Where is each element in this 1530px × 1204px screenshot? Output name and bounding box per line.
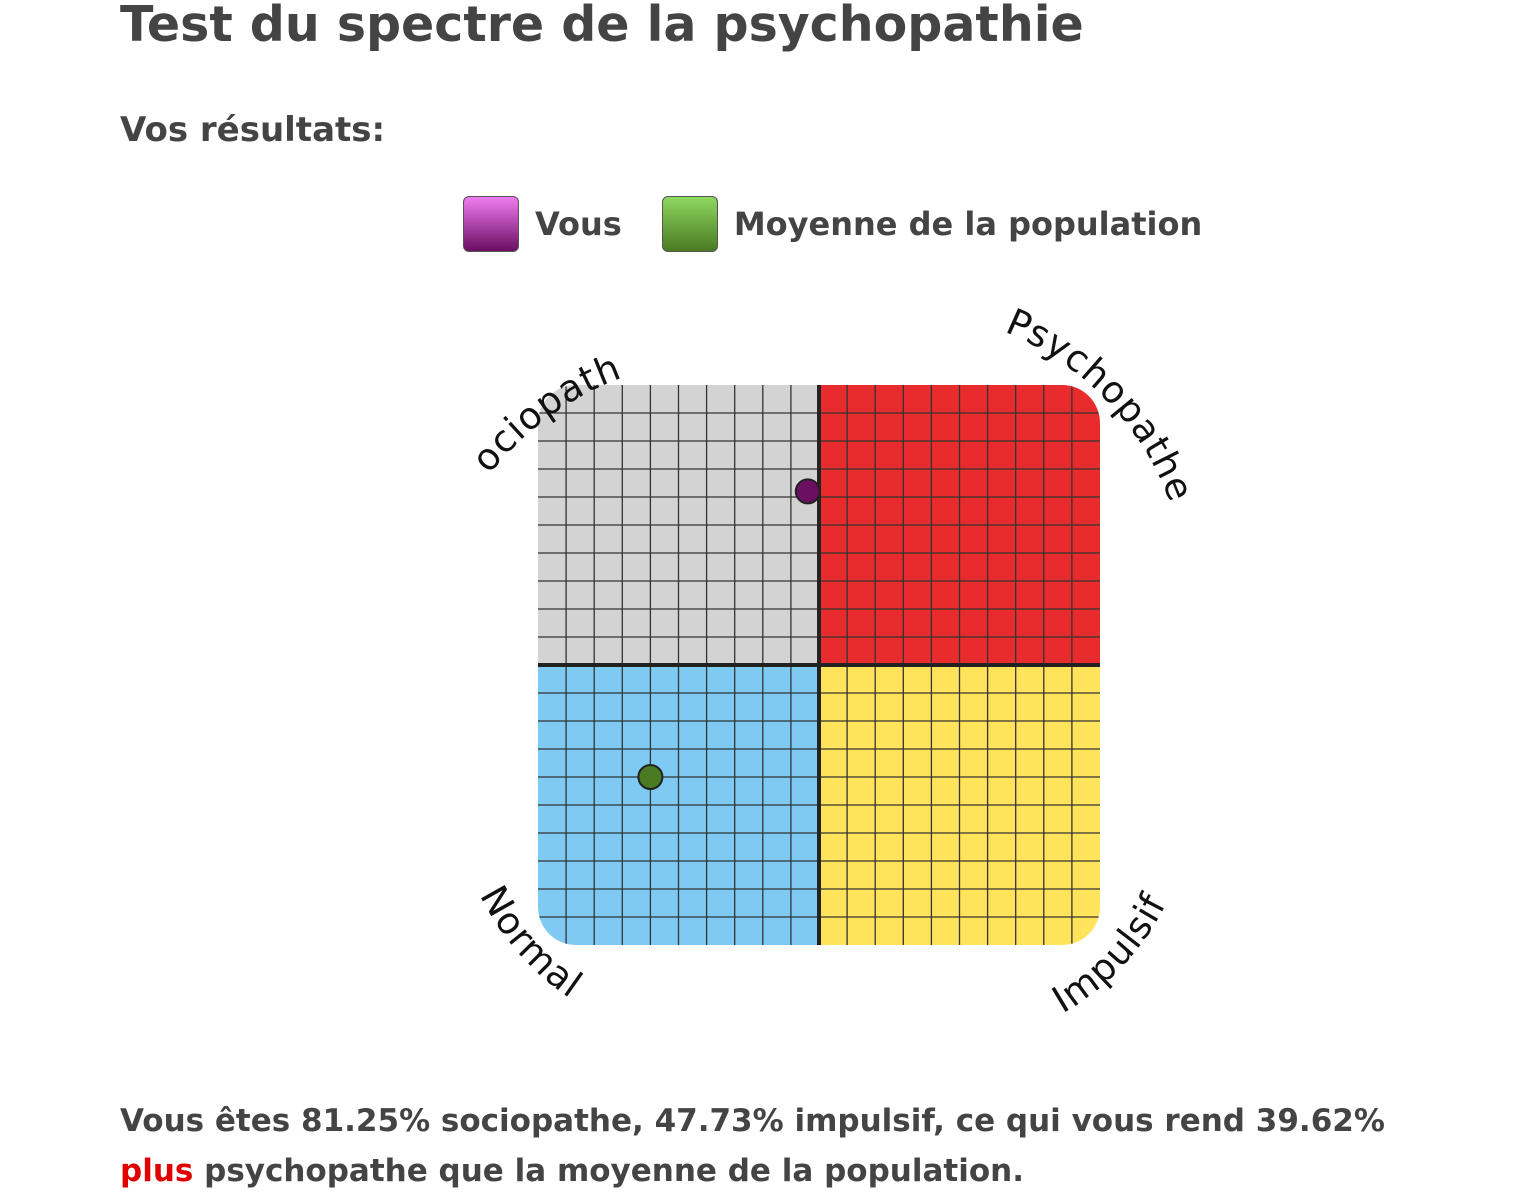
legend-swatch-population	[661, 196, 718, 252]
legend-item-population: Moyenne de la population	[661, 196, 1203, 252]
data-point-population-average	[637, 764, 664, 790]
legend-swatch-you	[463, 196, 519, 252]
summary-text-start: Vous êtes 81.25% sociopathe, 47.73% impu…	[120, 1103, 1385, 1139]
chart-legend: Vous Moyenne de la population	[463, 195, 1242, 253]
summary-highlight: plus	[120, 1153, 194, 1189]
results-heading: Vos résultats:	[120, 110, 386, 150]
psychopathy-quadrant-chart: SociopathePsychopatheNormalImpulsif	[420, 290, 1201, 1021]
result-summary: Vous êtes 81.25% sociopathe, 47.73% impu…	[120, 1096, 1450, 1196]
legend-item-you: Vous	[463, 196, 622, 252]
data-point-you	[794, 478, 821, 505]
legend-label-you: Vous	[535, 205, 622, 243]
page-title: Test du spectre de la psychopathie	[120, 0, 1084, 53]
legend-label-population: Moyenne de la population	[733, 205, 1203, 243]
summary-text-end: psychopathe que la moyenne de la populat…	[193, 1153, 1024, 1189]
